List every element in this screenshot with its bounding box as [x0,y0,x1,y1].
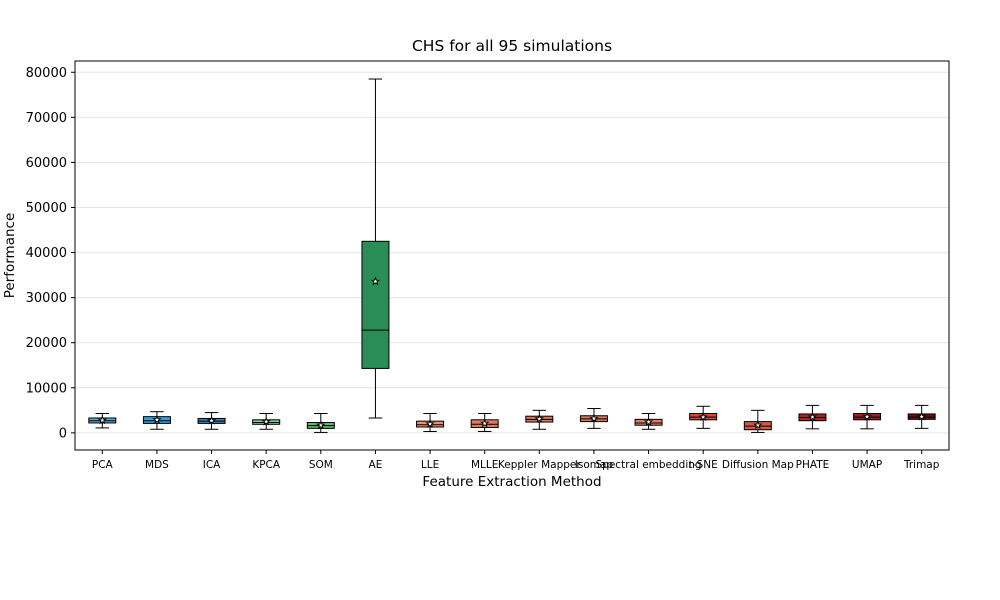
x-tick-label: ICA [203,459,221,471]
x-tick-label: SOM [309,459,333,471]
grid-lines [75,71,949,434]
box-diffusion-map [743,409,772,433]
box-som [306,412,335,433]
y-tick-label: 60000 [26,156,67,171]
box-plots [88,78,936,433]
plot-frame [74,60,950,451]
box-iqr [361,240,390,369]
box-phate [798,404,827,430]
y-tick-label: 0 [59,426,67,441]
y-tick-label: 50000 [26,201,67,216]
mean-marker [753,420,763,430]
mean-marker [480,418,490,428]
mean-marker [425,418,435,428]
x-axis-ticks: PCA MDS ICA KPCA SOM AE LLE MLLE Keppler MapperI… [92,450,940,471]
box-umap [853,404,882,430]
box-mds [142,411,171,430]
box-lle [416,412,445,433]
y-tick-label: 20000 [26,336,67,351]
box-kpca [252,412,281,430]
box-pca [88,412,117,429]
box-keppler-mapper [525,409,554,430]
mean-marker [917,411,927,421]
y-tick-label: 30000 [26,291,67,306]
x-tick-label: PCA [92,459,114,471]
box-mlle [470,412,499,433]
y-tick-label: 80000 [26,66,67,81]
x-tick-label: LLE [421,459,439,471]
box-spectral-embedding [634,412,663,430]
x-tick-label: Trimap [903,459,940,471]
x-tick-label: KPCA [252,459,281,471]
y-axis-label: Performance [2,213,18,299]
mean-marker [862,411,872,421]
box-isomap [579,408,608,429]
x-tick-label: MDS [145,459,169,471]
x-axis-label: Feature Extraction Method [422,474,601,490]
x-tick-label: UMAP [852,459,882,471]
x-tick-label: Isomap [575,459,614,471]
mean-marker [698,412,708,422]
box-t-sne [689,405,718,429]
x-tick-label: Spectral embedding [596,459,702,471]
mean-marker [152,414,162,424]
y-tick-label: 40000 [26,246,67,261]
x-tick-label: Keppler Mapper [498,459,581,471]
mean-marker [534,414,544,423]
y-axis-ticks: 0 10000 20000 30000 40000 50000 60000 70000 8000… [26,66,75,441]
y-tick-label: 10000 [26,381,67,396]
mean-marker [370,276,381,286]
mean-marker [316,420,326,430]
mean-marker [643,417,654,427]
x-tick-label: PHATE [796,459,830,471]
mean-marker [807,412,818,422]
box-trimap [907,404,936,429]
x-tick-label: Diffusion Map [722,459,794,471]
mean-marker [206,415,217,425]
mean-marker [97,415,107,425]
mean-marker [589,413,599,423]
box-ica [197,412,226,430]
x-tick-label: t-SNE [689,459,718,471]
x-tick-label: MLLE [471,459,498,471]
mean-marker [261,416,271,426]
chart-title: CHS for all 95 simulations [412,37,612,55]
y-tick-label: 70000 [26,111,67,126]
x-tick-label: AE [369,459,383,471]
box-ae [361,78,390,419]
